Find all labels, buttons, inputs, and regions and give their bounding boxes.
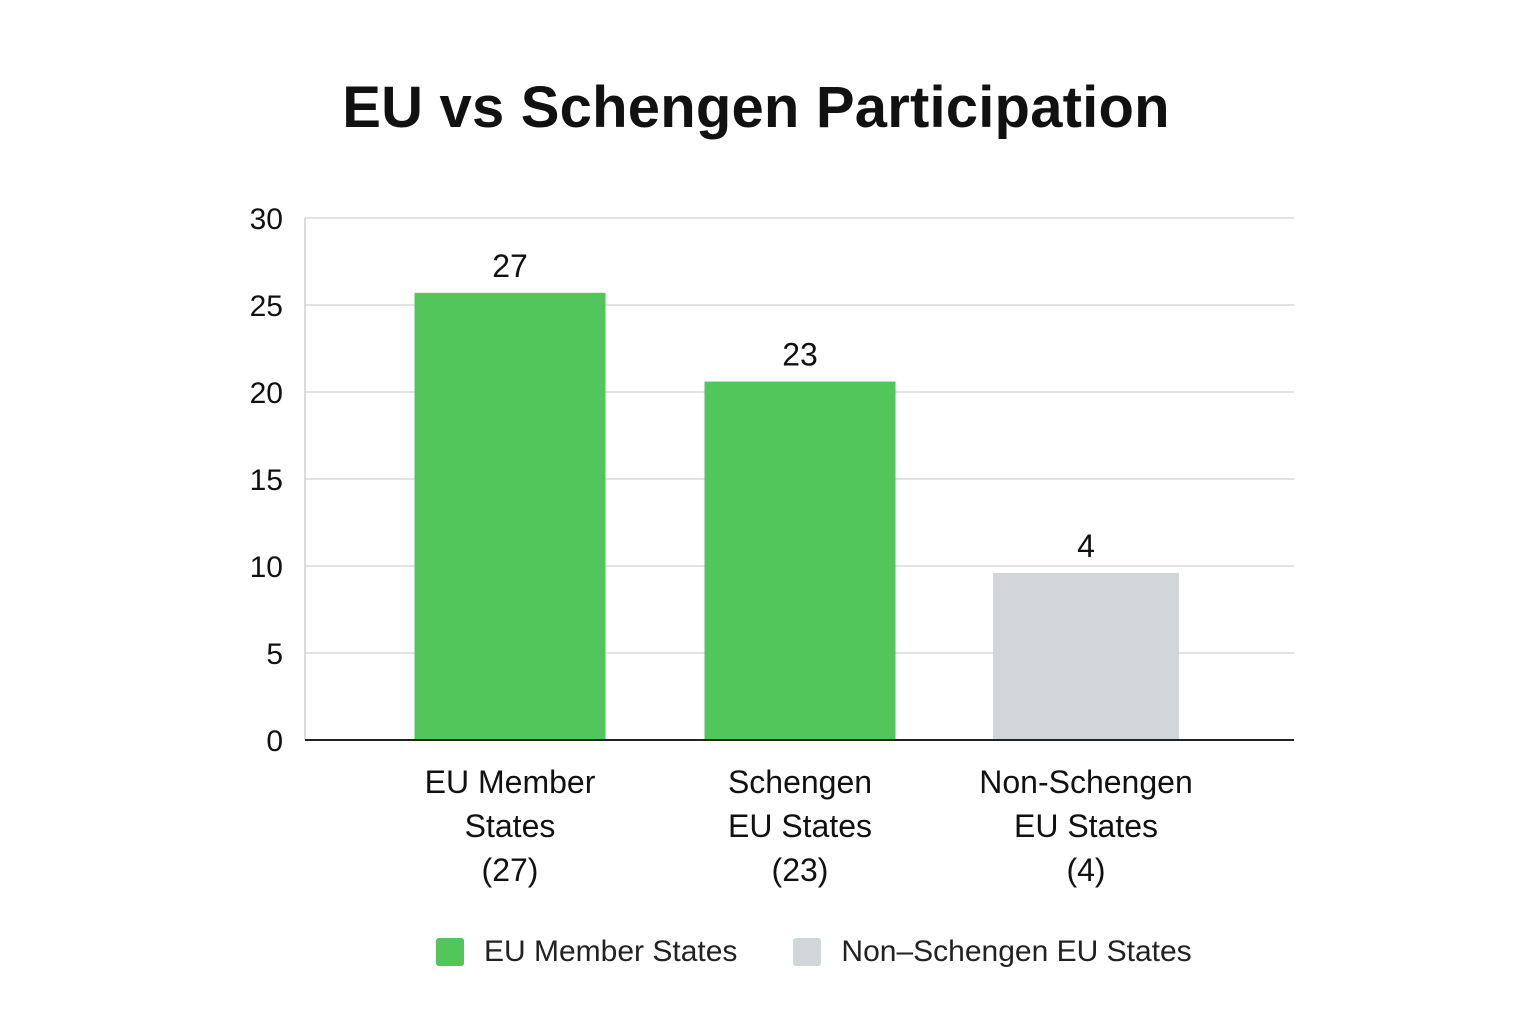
y-tick-label: 15 xyxy=(250,464,283,497)
y-tick-label: 30 xyxy=(250,203,283,236)
data-label: 4 xyxy=(1077,528,1095,564)
x-tick-label: Non-Schengen xyxy=(979,764,1192,800)
legend-item-non-schengen-eu-states: Non–Schengen EU States xyxy=(793,935,1192,969)
legend-label: EU Member States xyxy=(484,935,738,968)
legend-swatch-green xyxy=(436,938,464,966)
data-label: 27 xyxy=(492,248,528,284)
chart-title: EU vs Schengen Participation xyxy=(342,75,1170,140)
x-tick-label: EU States xyxy=(728,808,872,844)
legend-label: Non–Schengen EU States xyxy=(841,935,1192,968)
x-tick-label: States xyxy=(465,808,556,844)
x-tick-label: (4) xyxy=(1066,852,1105,888)
x-tick-label: EU Member xyxy=(425,764,596,800)
x-tick-label: EU States xyxy=(1014,808,1158,844)
y-tick-label: 25 xyxy=(250,290,283,323)
y-tick-label: 10 xyxy=(250,551,283,584)
y-tick-label: 5 xyxy=(266,638,283,671)
bar xyxy=(414,292,606,740)
legend-item-eu-member-states: EU Member States xyxy=(436,935,737,969)
data-label: 23 xyxy=(782,337,818,373)
y-tick-label: 0 xyxy=(266,725,283,758)
y-tick-label: 20 xyxy=(250,377,283,410)
bar xyxy=(704,381,896,740)
bar xyxy=(993,572,1179,740)
x-tick-label: Schengen xyxy=(728,764,872,800)
x-tick-label: (27) xyxy=(482,852,539,888)
legend-swatch-gray xyxy=(793,938,822,966)
x-tick-label: (23) xyxy=(772,852,829,888)
chart-legend: EU Member States Non–Schengen EU States xyxy=(436,930,1248,974)
